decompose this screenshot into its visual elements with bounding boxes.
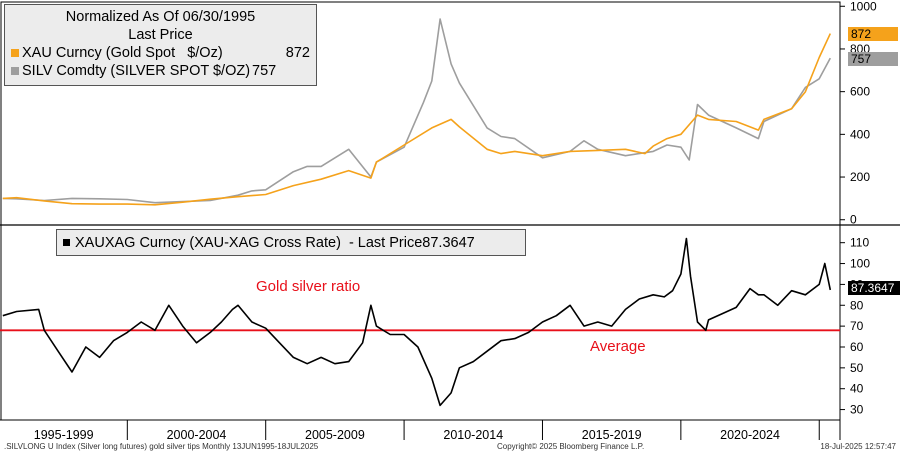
footer-source: .SILVLONG U Index (Silver long futures) … xyxy=(4,442,319,451)
gold-silver-ratio-line xyxy=(2,237,832,407)
bottom-y-tick-label: 70 xyxy=(850,319,864,333)
gold-series-line xyxy=(2,33,832,206)
era-label: 2010-2014 xyxy=(443,428,503,442)
top-y-tick-label: 600 xyxy=(850,85,870,99)
chart-frame xyxy=(0,1,900,421)
bottom-y-tick-label: 30 xyxy=(850,403,864,417)
era-label: 1995-1999 xyxy=(34,428,94,442)
top-y-tick-label: 400 xyxy=(850,127,870,141)
gold-silver-ratio-annotation: Gold silver ratio xyxy=(256,278,361,295)
era-label: 2015-2019 xyxy=(582,428,642,442)
era-label: 2020-2024 xyxy=(720,428,780,442)
bottom-y-axis: 30405060708090100110 xyxy=(840,236,870,417)
x-axis-eras: 1995-1999 2000-2004 2005-2009 2010-2014 2015… xyxy=(34,420,841,442)
footer-copyright: Copyright© 2025 Bloomberg Finance L.P. xyxy=(497,442,644,451)
legend-ratio-value: 87.3647 xyxy=(422,234,475,251)
silver-swatch-icon xyxy=(11,67,19,75)
ratio-swatch-icon xyxy=(63,239,70,246)
top-y-tick-label: 200 xyxy=(850,170,870,184)
bottom-legend: XAUXAG Curncy (XAU-XAG Cross Rate) - Las… xyxy=(56,229,526,256)
average-annotation: Average xyxy=(590,338,646,355)
legend-gold-row: XAU Curncy (Gold Spot $/Oz) 872 xyxy=(11,44,310,62)
era-label: 2000-2004 xyxy=(167,428,227,442)
gold-swatch-icon xyxy=(11,49,19,57)
bottom-y-tick-label: 40 xyxy=(850,382,864,396)
top-series-group xyxy=(2,18,832,206)
legend-silver-value: 757 xyxy=(252,63,277,79)
top-y-tick-label: 1000 xyxy=(850,0,877,13)
top-legend: Normalized As Of 06/30/1995 Last Price X… xyxy=(4,4,317,86)
era-label: 2005-2009 xyxy=(305,428,365,442)
bottom-series-group xyxy=(2,237,832,407)
legend-silver-row: SILV Comdty (SILVER SPOT $/OZ) 757 xyxy=(11,62,310,80)
top-y-tick-label: 0 xyxy=(850,213,857,227)
legend-gold-value: 872 xyxy=(285,45,310,61)
ratio-last-badge: 87.3647 xyxy=(848,281,900,295)
silver-last-badge: 757 xyxy=(848,52,898,66)
legend-ratio-label: XAUXAG Curncy (XAU-XAG Cross Rate) - Las… xyxy=(75,234,423,251)
legend-gold-label: XAU Curncy (Gold Spot $/Oz) xyxy=(22,45,223,61)
bottom-y-tick-label: 50 xyxy=(850,361,864,375)
bottom-y-tick-label: 100 xyxy=(850,257,870,271)
gold-last-badge: 872 xyxy=(848,27,898,41)
bottom-y-tick-label: 110 xyxy=(850,236,869,250)
top-legend-title: Normalized As Of 06/30/1995 xyxy=(65,9,256,25)
bottom-y-tick-label: 80 xyxy=(850,298,864,312)
top-legend-subtitle: Last Price xyxy=(128,27,193,43)
footer-timestamp: 18-Jul-2025 12:57:47 xyxy=(820,442,896,451)
bottom-y-tick-label: 60 xyxy=(850,340,864,354)
legend-silver-label: SILV Comdty (SILVER SPOT $/OZ) xyxy=(22,63,251,79)
